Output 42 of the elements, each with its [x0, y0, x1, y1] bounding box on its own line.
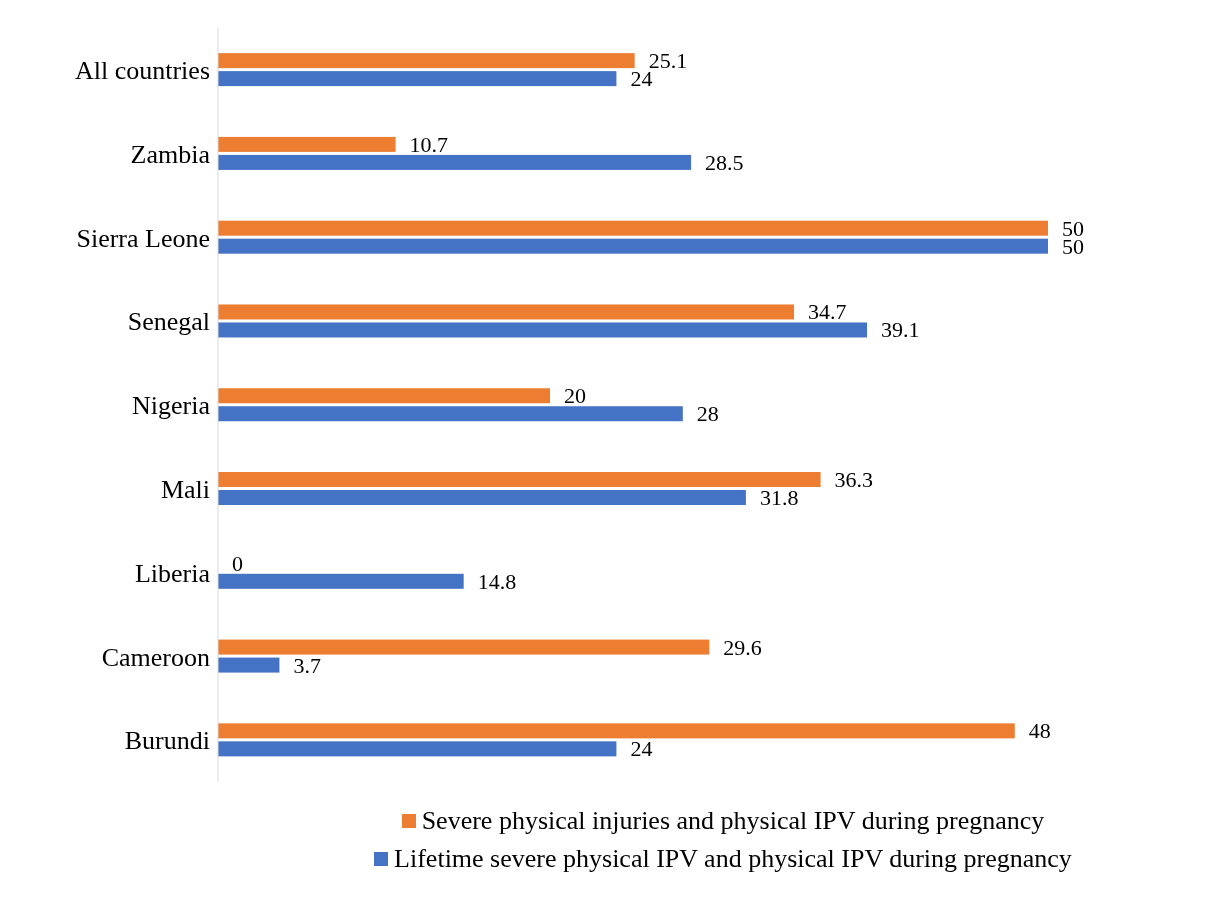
bar: [218, 136, 396, 152]
data-label: 10.7: [409, 131, 449, 157]
data-label: 0: [232, 550, 243, 576]
bar: [218, 322, 868, 338]
data-label: 28: [696, 401, 719, 427]
data-label: 28.5: [705, 149, 744, 175]
y-tick-label: Zambia: [130, 139, 211, 169]
bar: [218, 53, 635, 69]
bar: [218, 741, 617, 757]
y-tick-label: Mali: [160, 475, 210, 505]
bar: [218, 490, 746, 506]
data-label: 24: [630, 736, 653, 762]
data-label: 3.7: [293, 652, 321, 678]
data-label: 31.8: [759, 485, 799, 511]
y-tick-label: Sierra Leone: [76, 223, 210, 253]
bar: [218, 639, 710, 655]
data-label: 36.3: [834, 467, 874, 493]
data-label: 14.8: [477, 568, 517, 594]
bar: [218, 304, 795, 320]
y-tick-label: All countries: [74, 56, 210, 86]
legend-label: Lifetime severe physical IPV and physical IPV during pregnancy: [394, 843, 1072, 875]
bar: [218, 573, 464, 589]
data-label: 39.1: [881, 317, 920, 343]
data-label: 34.7: [808, 299, 847, 325]
y-tick-label: Senegal: [127, 307, 210, 337]
bar: [218, 388, 550, 404]
data-label: 29.6: [723, 634, 762, 660]
y-tick-label: Burundi: [124, 726, 210, 756]
bar: [218, 472, 821, 488]
y-tick-label: Cameroon: [101, 642, 210, 672]
data-label: 20: [564, 383, 586, 409]
y-tick-label: Liberia: [134, 558, 211, 588]
bar: [218, 238, 1048, 254]
data-label: 48: [1028, 718, 1051, 744]
bar: [218, 657, 280, 673]
y-tick-label: Nigeria: [132, 391, 211, 421]
bar: [218, 723, 1015, 739]
bar: [218, 71, 617, 87]
bar: [218, 406, 683, 422]
bar: [218, 220, 1048, 236]
bar: [218, 154, 692, 170]
legend-label: Severe physical injuries and physical IPV during pregnancy: [421, 805, 1045, 837]
